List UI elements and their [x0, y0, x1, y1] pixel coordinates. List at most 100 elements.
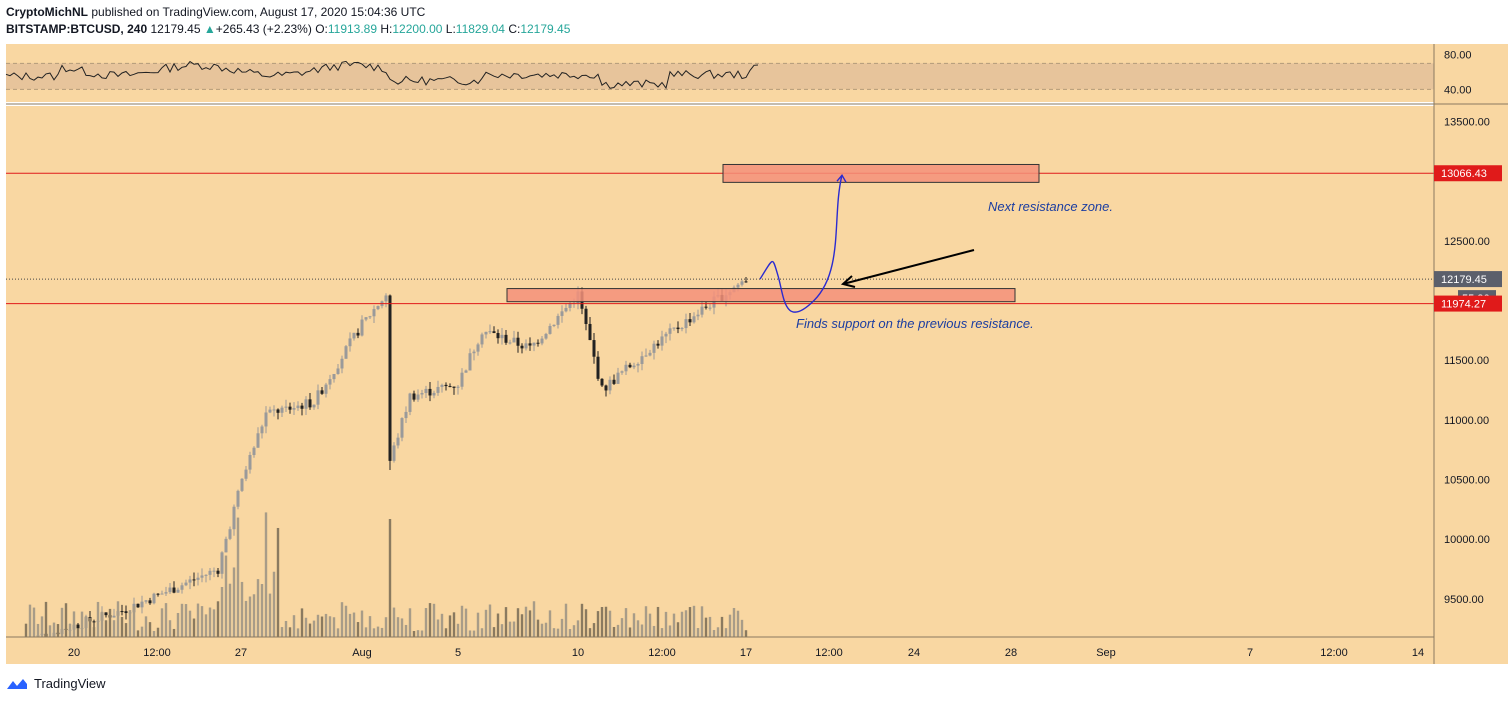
projection-arrowhead	[836, 173, 847, 183]
volume-bar	[356, 622, 360, 637]
volume-bar	[488, 604, 492, 637]
volume-bar	[248, 596, 252, 637]
volume-bar	[556, 628, 560, 637]
time-tick-label: 28	[1005, 647, 1017, 659]
volume-bar	[500, 624, 504, 637]
price-chart[interactable]: Next resistance zone. Finds support on th…	[0, 40, 1508, 668]
volume-bar	[332, 617, 336, 637]
volume-bar	[328, 616, 332, 637]
volume-bar	[424, 608, 428, 637]
symbol-label[interactable]: BITSTAMP:BTCUSD, 240	[6, 22, 148, 36]
candle-body	[616, 372, 620, 384]
candle-body	[352, 332, 356, 339]
volume-bar	[324, 613, 328, 637]
volume-bar	[156, 627, 160, 637]
volume-bar	[412, 630, 416, 637]
volume-bar	[416, 630, 420, 637]
candle-body	[232, 506, 236, 530]
author-name[interactable]: CryptoMichNL	[6, 5, 88, 19]
candle-body	[532, 342, 536, 346]
volume-bar	[640, 624, 644, 637]
volume-bar	[564, 603, 568, 637]
candle-body	[268, 409, 272, 413]
candle-body	[404, 411, 408, 419]
volume-bar	[572, 625, 576, 637]
candle-body	[324, 384, 328, 394]
volume-bar	[56, 624, 60, 637]
volume-bar	[544, 622, 548, 637]
candle-body	[280, 407, 284, 413]
candle-body	[548, 325, 552, 334]
candle-body	[424, 388, 428, 394]
price-pane[interactable]: Next resistance zone. Finds support on th…	[6, 106, 1434, 645]
candle-body	[740, 281, 744, 285]
volume-bar	[204, 614, 208, 637]
candle-body	[660, 336, 664, 346]
candle-body	[364, 317, 368, 320]
candle-body	[420, 393, 424, 395]
volume-bar	[432, 603, 436, 637]
price-label-box	[1434, 295, 1502, 312]
candle-body	[696, 314, 700, 317]
volume-bar	[252, 594, 256, 637]
volume-bar	[188, 610, 192, 637]
last-price: 12179.45	[150, 22, 201, 36]
rsi-tick-label: 80.00	[1444, 50, 1472, 62]
volume-bar	[688, 607, 692, 637]
volume-bar	[208, 607, 212, 637]
volume-bar	[244, 600, 248, 637]
candle-body	[464, 370, 468, 373]
candle-body	[708, 307, 712, 309]
candle-body	[600, 378, 604, 386]
candle-body	[276, 409, 280, 413]
volume-bar	[536, 619, 540, 637]
volume-bar	[316, 614, 320, 637]
volume-bar	[400, 618, 404, 637]
candle-body	[564, 307, 568, 312]
volume-bar	[352, 612, 356, 637]
time-tick-label: 7	[1247, 647, 1253, 659]
candle-body	[392, 445, 396, 461]
candle-body	[136, 603, 140, 608]
volume-bar	[476, 612, 480, 637]
volume-bar	[624, 608, 628, 637]
time-tick-label: 17	[740, 647, 752, 659]
candle-body	[336, 368, 340, 374]
candle-body	[628, 364, 632, 368]
candle-body	[388, 295, 392, 461]
volume-bar	[304, 617, 308, 637]
rsi-pane[interactable]	[5, 44, 1434, 102]
candle-body	[656, 343, 660, 346]
time-tick-label: 24	[908, 647, 920, 659]
volume-bar	[176, 612, 180, 637]
candle-body	[76, 624, 80, 629]
candle-body	[308, 399, 312, 408]
candle-body	[292, 408, 296, 410]
candle-body	[592, 340, 596, 357]
volume-bar	[344, 605, 348, 637]
candle-body	[220, 552, 224, 574]
volume-bar	[72, 611, 76, 637]
annotation-next-resistance: Next resistance zone.	[988, 199, 1113, 214]
volume-bar	[508, 621, 512, 637]
tradingview-brand[interactable]: TradingView	[6, 676, 106, 691]
candle-body	[664, 333, 668, 337]
volume-bar	[260, 584, 264, 637]
volume-bar	[468, 630, 472, 637]
volume-bar	[380, 627, 384, 637]
candle-body	[408, 393, 412, 412]
candle-body	[584, 308, 588, 324]
candle-body	[672, 327, 676, 329]
volume-bar	[288, 627, 292, 637]
candle-body	[676, 327, 680, 330]
volume-bar	[256, 579, 260, 637]
volume-bar	[104, 620, 108, 637]
volume-bar	[84, 616, 88, 637]
candle-body	[636, 364, 640, 366]
candle-body	[640, 356, 644, 365]
candle-body	[348, 338, 352, 347]
candle-body	[224, 538, 228, 553]
volume-bar	[644, 606, 648, 637]
candle-body	[312, 404, 316, 408]
volume-bar	[456, 623, 460, 637]
